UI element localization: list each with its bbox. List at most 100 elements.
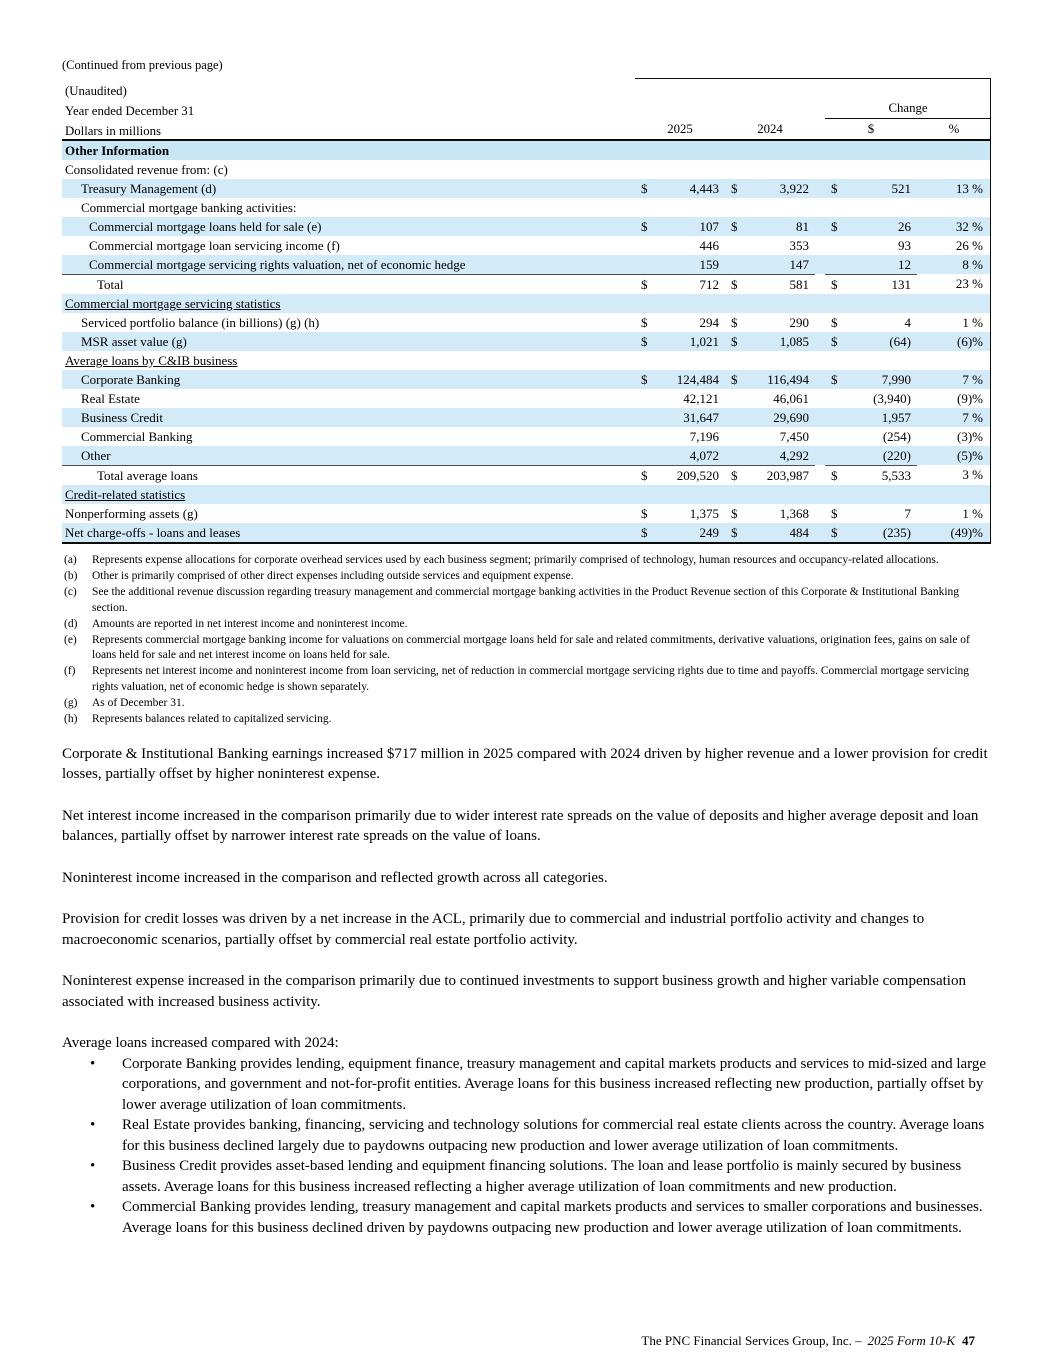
bullet-item: • Corporate Banking provides lending, eq…: [90, 1054, 991, 1116]
change-dollar-value: $26: [831, 219, 911, 234]
dollar-sign: $: [641, 277, 648, 292]
column-gap: [815, 504, 825, 523]
change-dollar-value: [825, 351, 917, 370]
value-2025: 42,121: [683, 391, 719, 406]
dollar-sign: $: [731, 277, 738, 292]
dollar-sign: $: [731, 334, 738, 349]
footnote-text: Represents commercial mortgage banking i…: [92, 633, 970, 662]
dollar-sign: $: [831, 525, 838, 540]
change-percent-value: 32 %: [955, 219, 983, 234]
table-row: Other 4,072 4,292 (220) (5)%: [62, 446, 991, 465]
row-label: Commercial mortgage loan servicing incom…: [89, 238, 340, 253]
table-row: Average loans by C&IB business: [62, 351, 991, 370]
table-section-header: Other Information: [62, 139, 991, 160]
change-dollar-value: $7: [831, 506, 911, 521]
table-row: Serviced portfolio balance (in billions)…: [62, 313, 991, 332]
period-label: Year ended December 31: [65, 104, 195, 118]
column-gap: [815, 313, 825, 332]
other-information-table: (Unaudited) Year ended December 31 Chang…: [62, 78, 991, 544]
value-2025: [635, 485, 725, 504]
column-gap: [815, 465, 825, 484]
row-label: Serviced portfolio balance (in billions)…: [81, 315, 320, 330]
column-gap: [815, 351, 825, 370]
table-row: Commercial Banking 7,196 7,450 (254) (3)…: [62, 427, 991, 446]
row-label: Commercial mortgage servicing rights val…: [89, 257, 466, 272]
dollar-sign: $: [831, 506, 838, 521]
row-label: Consolidated revenue from: (c): [65, 162, 228, 177]
footnote-marker: (b): [64, 569, 78, 582]
dollar-sign: $: [831, 334, 838, 349]
change-percent-value: 26 %: [955, 238, 983, 253]
column-gap: [815, 389, 825, 408]
table-header-row-columns: Dollars in millions 2025 2024 $ %: [62, 119, 991, 139]
change-percent-value: [917, 351, 991, 370]
page-footer: The PNC Financial Services Group, Inc. –…: [641, 1333, 975, 1349]
dollar-sign: $: [831, 181, 838, 196]
value-2024: 4,292: [779, 448, 809, 463]
value-2025: 4,072: [689, 448, 719, 463]
footnote-text: Represents balances related to capitaliz…: [92, 713, 332, 726]
paragraph: Provision for credit losses was driven b…: [62, 911, 925, 948]
value-2025: $209,520: [635, 465, 725, 484]
value-2025: $294: [641, 315, 719, 330]
dollar-sign: $: [641, 334, 648, 349]
footnote-text: Represents net interest income and nonin…: [92, 665, 970, 694]
bullet-icon: •: [90, 1158, 96, 1175]
footer-page-number: 47: [962, 1333, 975, 1348]
value-2024: $203,987: [725, 465, 815, 484]
value-2024: [725, 160, 815, 179]
row-label: Average loans by C&IB business: [65, 353, 238, 368]
dollar-sign: $: [831, 277, 838, 292]
value-2025: $124,484: [641, 372, 719, 387]
change-dollar-value: $4: [831, 315, 911, 330]
footnote: (a) Represents expense allocations for c…: [62, 553, 991, 569]
value-2025: [635, 198, 725, 217]
continued-note: (Continued from previous page): [62, 58, 223, 72]
value-2024: 353: [789, 238, 810, 253]
bullet-text: Real Estate provides banking, financing,…: [122, 1117, 985, 1154]
dollar-sign: $: [831, 468, 838, 483]
value-2024: $81: [731, 219, 809, 234]
table-row: MSR asset value (g) $1,021 $1,085 $ (64) …: [62, 332, 991, 351]
paragraph: Noninterest income increased in the comp…: [62, 869, 608, 886]
row-label: Treasury Management (d): [81, 181, 217, 196]
change-percent-value: 1 %: [962, 506, 983, 521]
value-2024: [725, 294, 815, 313]
dollar-sign: $: [731, 181, 738, 196]
footnote-marker: (e): [64, 633, 77, 646]
change-percent-value: 23 %: [955, 276, 983, 291]
footnote-marker: (f): [64, 665, 76, 678]
value-2024: $1,368: [731, 506, 809, 521]
paragraph: Net interest income increased in the com…: [62, 807, 979, 845]
value-2025: $249: [641, 525, 719, 540]
dollar-sign: $: [641, 372, 648, 387]
dollar-sign: $: [831, 219, 838, 234]
footnote-text: As of December 31.: [92, 697, 185, 710]
row-label: Other: [81, 448, 111, 463]
change-percent-value: 13 %: [955, 181, 983, 196]
value-2024: 147: [789, 257, 810, 272]
bullet-text: Business Credit provides asset-based len…: [122, 1158, 962, 1195]
value-2025: 31,647: [683, 410, 719, 425]
dollar-sign: $: [641, 468, 648, 483]
change-dollar-value: $131: [825, 274, 917, 293]
row-label: Business Credit: [81, 410, 163, 425]
change-dollar-value: (254): [882, 429, 911, 444]
table-right-border: [989, 78, 991, 542]
value-2025: [635, 294, 725, 313]
table-row: Consolidated revenue from: (c): [62, 160, 991, 179]
table-row: Corporate Banking $124,484 $116,494 $7,9…: [62, 370, 991, 389]
units-label: Dollars in millions: [65, 124, 161, 138]
change-column-group-label: Change: [825, 99, 991, 119]
change-dollar-value: [825, 198, 917, 217]
row-label: Credit-related statistics: [65, 487, 186, 502]
table-row: Nonperforming assets (g) $1,375 $1,368 $…: [62, 504, 991, 523]
row-label: Corporate Banking: [81, 372, 181, 387]
bullet-icon: •: [90, 1117, 96, 1134]
bullet-list: • Corporate Banking provides lending, eq…: [62, 1054, 991, 1239]
row-label: Commercial Banking: [81, 429, 193, 444]
dollar-sign: $: [731, 315, 738, 330]
row-label: Total average loans: [62, 465, 635, 485]
row-label: Net charge-offs - loans and leases: [65, 525, 241, 540]
